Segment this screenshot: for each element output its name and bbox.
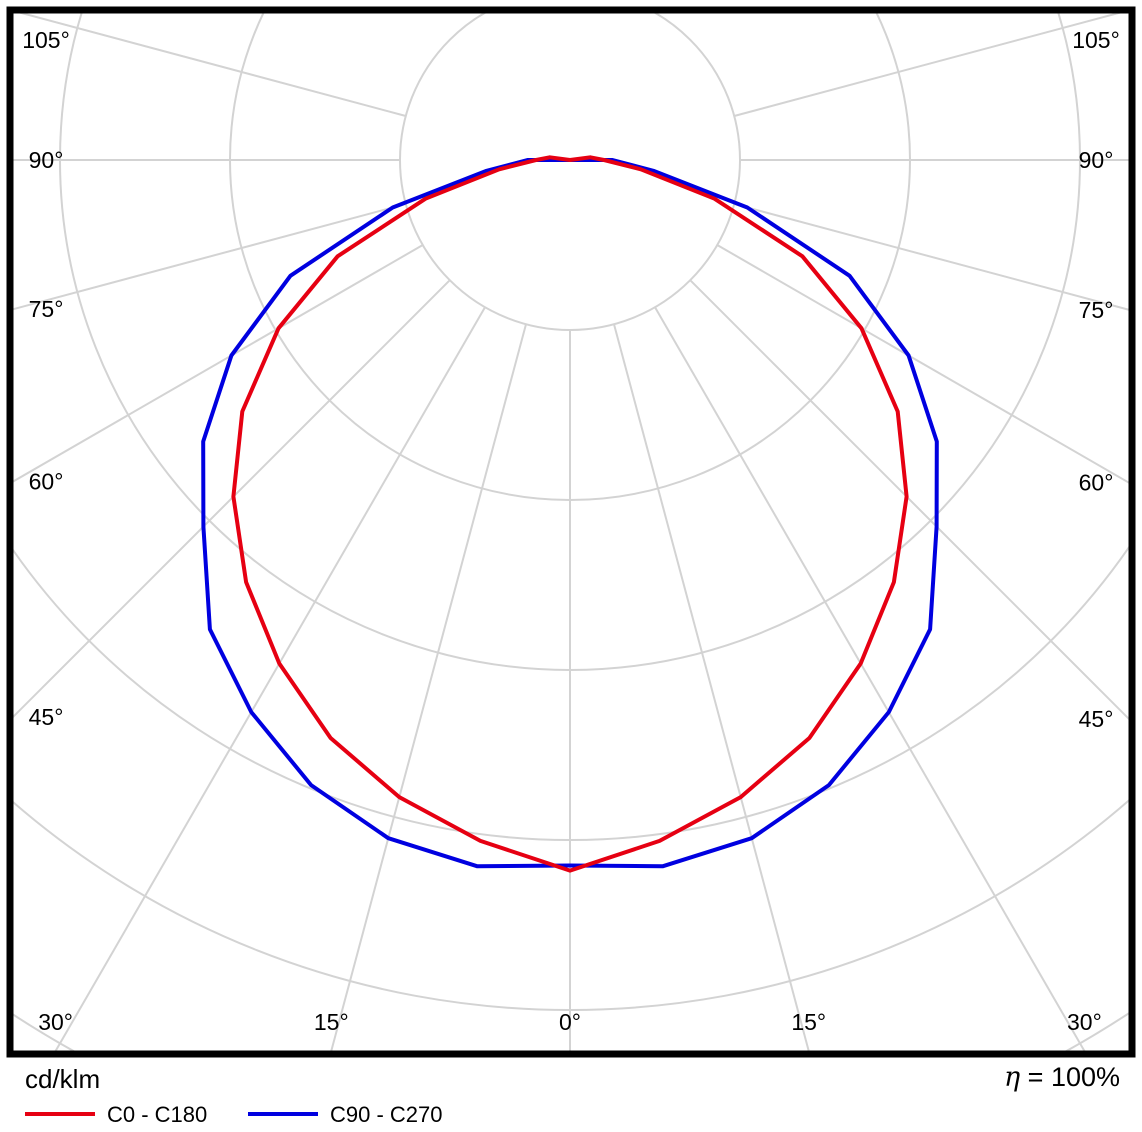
angle-label: 90° bbox=[29, 147, 64, 173]
legend-swatch-c0-c180 bbox=[25, 1112, 95, 1117]
angle-label: 75° bbox=[29, 296, 64, 322]
angle-labels: 0° 15° 15° 30° 30° 45° 45° 60° 60° 75° 75° 90° 90° 10… bbox=[22, 27, 1120, 1035]
legend-item-c0-c180: C0 - C180 bbox=[25, 1102, 207, 1128]
grid-ray bbox=[654, 306, 1086, 1051]
grid-ray bbox=[689, 279, 1129, 721]
grid-ray bbox=[330, 323, 527, 1051]
angle-label: 105° bbox=[1072, 27, 1120, 53]
grid-ray bbox=[733, 203, 1129, 311]
angle-label: 105° bbox=[22, 27, 70, 53]
grid-ray bbox=[17, 13, 407, 117]
angle-label: 0° bbox=[559, 1009, 581, 1035]
angle-label: 15° bbox=[791, 1009, 826, 1035]
angle-label: 15° bbox=[314, 1009, 349, 1035]
plot-border bbox=[6, 6, 1136, 1058]
grid-ray bbox=[13, 203, 407, 311]
legend-item-c90-c270: C90 - C270 bbox=[248, 1102, 443, 1128]
grid-ring bbox=[399, 13, 741, 331]
angle-label: 45° bbox=[29, 704, 64, 730]
legend-label-c0-c180: C0 - C180 bbox=[107, 1102, 208, 1127]
legend-swatch-c90-c270 bbox=[248, 1112, 318, 1117]
polar-chart: 0° 15° 15° 30° 30° 45° 45° 60° 60° 75° 75° 90° 90° 10… bbox=[6, 6, 1136, 1058]
grid-ray bbox=[13, 244, 424, 483]
angle-label: 75° bbox=[1079, 297, 1114, 323]
angle-label: 30° bbox=[1067, 1009, 1102, 1035]
grid-ray bbox=[54, 306, 486, 1051]
angle-label: 45° bbox=[1079, 706, 1114, 732]
angle-label: 90° bbox=[1079, 147, 1114, 173]
polar-grid bbox=[13, 13, 1129, 1051]
units-label: cd/klm bbox=[25, 1064, 101, 1094]
eta-symbol: η bbox=[1003, 1062, 1021, 1093]
curve-c0-c180 bbox=[231, 155, 909, 873]
angle-label: 60° bbox=[1079, 470, 1114, 496]
grid-ray bbox=[613, 323, 810, 1051]
curve-c90-c270 bbox=[201, 158, 939, 869]
efficiency-label: η = 100% bbox=[1004, 1062, 1120, 1093]
legend-label-c90-c270: C90 - C270 bbox=[330, 1102, 443, 1127]
grid-ray bbox=[733, 13, 1123, 117]
grid-ray bbox=[13, 279, 451, 719]
efficiency-value: = 100% bbox=[1020, 1062, 1120, 1092]
grid-ray bbox=[716, 244, 1129, 484]
angle-label: 30° bbox=[38, 1009, 73, 1035]
angle-label: 60° bbox=[29, 469, 64, 495]
